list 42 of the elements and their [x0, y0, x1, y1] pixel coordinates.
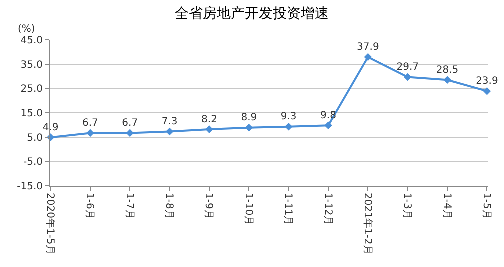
- y-tick-label: -5.0: [23, 157, 43, 168]
- data-label: 6.7: [122, 118, 138, 129]
- y-tick-label: 25.0: [20, 84, 43, 96]
- x-tick-label: 1-9月: [203, 193, 214, 220]
- x-tick-label: 1-10月: [242, 193, 254, 226]
- point: [166, 128, 174, 136]
- x-tick-label: 1-8月: [164, 193, 175, 220]
- y-tick-label: 35.0: [20, 60, 43, 71]
- point: [245, 124, 254, 132]
- y-tick-label: -15.0: [17, 182, 43, 192]
- x-tick-label: 1-12月: [322, 193, 334, 226]
- point: [206, 126, 214, 134]
- data-label: 6.7: [82, 118, 98, 129]
- data-label: 7.3: [162, 116, 178, 128]
- point: [444, 76, 452, 84]
- y-axis-title: (%): [18, 24, 36, 35]
- data-label: 28.5: [436, 64, 459, 76]
- x-tick-label: 2020年1-5月: [44, 193, 57, 255]
- point: [324, 122, 332, 130]
- x-tick-label: 1-11月: [282, 193, 294, 226]
- x-tick-label: 1-7月: [124, 193, 135, 220]
- data-label: 23.9: [476, 76, 498, 88]
- x-tick-label: 1-4月: [441, 193, 452, 220]
- point: [364, 53, 372, 62]
- point: [126, 129, 134, 138]
- point: [483, 87, 492, 96]
- y-tick-label: 45.0: [20, 36, 43, 46]
- point: [404, 73, 412, 82]
- point: [284, 122, 293, 131]
- data-label: 8.2: [202, 114, 218, 126]
- x-tick-label: 1-3月: [402, 193, 413, 220]
- y-tick-label: 5.0: [27, 132, 43, 144]
- data-label: 29.7: [396, 62, 419, 73]
- point: [86, 129, 94, 138]
- x-tick-label: 2021年1-2月: [362, 193, 374, 255]
- data-label: 37.9: [357, 42, 380, 54]
- x-tick-label: 1-5月: [480, 193, 492, 220]
- y-tick-label: 15.0: [20, 108, 43, 120]
- data-label: 9.3: [280, 112, 297, 123]
- data-label: 8.9: [241, 112, 258, 124]
- chart-title: 全省房地产开发投资增速: [175, 6, 329, 22]
- x-tick-label: 1-6月: [84, 193, 96, 220]
